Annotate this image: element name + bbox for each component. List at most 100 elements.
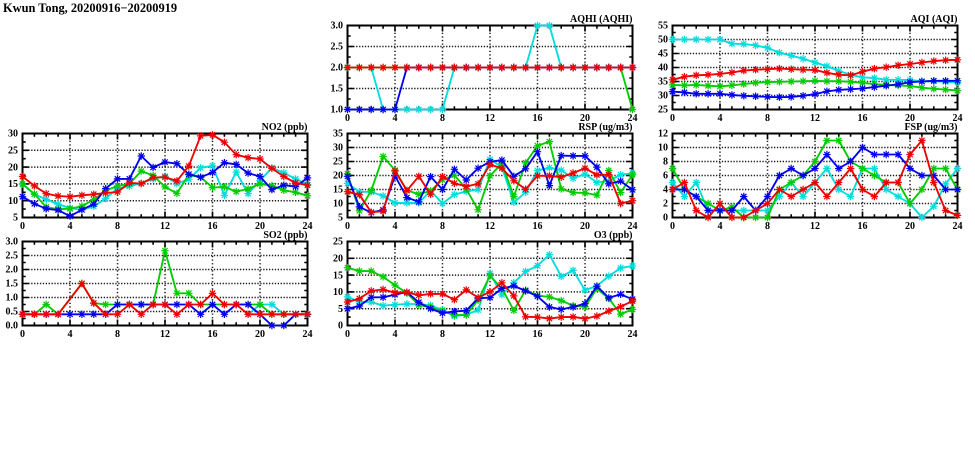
svg-text:15: 15 bbox=[333, 270, 343, 281]
svg-text:SO2 (ppb): SO2 (ppb) bbox=[263, 230, 307, 241]
svg-text:2: 2 bbox=[663, 199, 668, 210]
svg-text:Kwun Tong, 20200916−20200919: Kwun Tong, 20200916−20200919 bbox=[3, 1, 177, 15]
svg-text:10: 10 bbox=[333, 199, 343, 210]
svg-text:16: 16 bbox=[533, 113, 543, 124]
svg-text:16: 16 bbox=[533, 329, 543, 340]
svg-text:AQHI (AQHI): AQHI (AQHI) bbox=[570, 14, 633, 25]
svg-text:0: 0 bbox=[338, 321, 343, 332]
svg-text:RSP (ug/m3): RSP (ug/m3) bbox=[578, 122, 632, 133]
svg-text:0: 0 bbox=[345, 329, 350, 340]
svg-text:24: 24 bbox=[953, 113, 963, 124]
svg-text:20: 20 bbox=[905, 113, 915, 124]
svg-text:10: 10 bbox=[658, 143, 668, 154]
svg-text:24: 24 bbox=[628, 221, 638, 232]
svg-text:25: 25 bbox=[333, 237, 343, 248]
svg-text:8: 8 bbox=[440, 221, 445, 232]
svg-text:4: 4 bbox=[393, 329, 398, 340]
svg-text:8: 8 bbox=[115, 329, 120, 340]
svg-text:4: 4 bbox=[68, 221, 73, 232]
svg-text:0: 0 bbox=[670, 113, 675, 124]
svg-text:0: 0 bbox=[345, 113, 350, 124]
svg-text:4: 4 bbox=[68, 329, 73, 340]
svg-text:35: 35 bbox=[658, 77, 668, 88]
svg-text:8: 8 bbox=[115, 221, 120, 232]
svg-text:6: 6 bbox=[663, 171, 668, 182]
svg-text:10: 10 bbox=[333, 287, 343, 298]
svg-text:24: 24 bbox=[953, 221, 963, 232]
svg-text:5: 5 bbox=[13, 213, 18, 224]
svg-text:O3 (ppb): O3 (ppb) bbox=[594, 230, 633, 241]
svg-text:0: 0 bbox=[663, 213, 668, 224]
svg-text:25: 25 bbox=[8, 146, 18, 157]
svg-text:20: 20 bbox=[905, 221, 915, 232]
svg-text:12: 12 bbox=[658, 129, 668, 140]
svg-text:20: 20 bbox=[8, 162, 18, 173]
svg-text:0: 0 bbox=[20, 329, 25, 340]
svg-text:0.5: 0.5 bbox=[6, 307, 19, 318]
svg-text:0: 0 bbox=[20, 221, 25, 232]
svg-text:16: 16 bbox=[208, 221, 218, 232]
svg-text:10: 10 bbox=[8, 196, 18, 207]
svg-text:1.0: 1.0 bbox=[6, 293, 19, 304]
svg-text:0.0: 0.0 bbox=[6, 321, 19, 332]
svg-text:20: 20 bbox=[580, 221, 590, 232]
svg-text:4: 4 bbox=[393, 221, 398, 232]
svg-text:2.5: 2.5 bbox=[331, 42, 344, 53]
svg-text:8: 8 bbox=[765, 113, 770, 124]
svg-text:3.0: 3.0 bbox=[6, 237, 19, 248]
svg-text:24: 24 bbox=[628, 113, 638, 124]
svg-text:2.0: 2.0 bbox=[331, 63, 344, 74]
svg-text:2.5: 2.5 bbox=[6, 251, 19, 262]
svg-text:12: 12 bbox=[485, 329, 495, 340]
svg-text:8: 8 bbox=[440, 113, 445, 124]
svg-text:4: 4 bbox=[718, 221, 723, 232]
svg-text:8: 8 bbox=[765, 221, 770, 232]
svg-text:8: 8 bbox=[663, 157, 668, 168]
svg-text:12: 12 bbox=[485, 113, 495, 124]
svg-text:5: 5 bbox=[338, 213, 343, 224]
svg-text:30: 30 bbox=[8, 129, 18, 140]
svg-text:0: 0 bbox=[345, 221, 350, 232]
svg-text:1.0: 1.0 bbox=[331, 105, 344, 116]
svg-text:40: 40 bbox=[658, 63, 668, 74]
svg-text:12: 12 bbox=[160, 329, 170, 340]
svg-text:16: 16 bbox=[208, 329, 218, 340]
svg-text:16: 16 bbox=[533, 221, 543, 232]
svg-text:12: 12 bbox=[160, 221, 170, 232]
svg-text:20: 20 bbox=[333, 254, 343, 265]
svg-text:3.0: 3.0 bbox=[331, 21, 344, 32]
svg-text:25: 25 bbox=[333, 157, 343, 168]
svg-text:20: 20 bbox=[580, 329, 590, 340]
svg-text:30: 30 bbox=[658, 91, 668, 102]
svg-text:16: 16 bbox=[858, 113, 868, 124]
svg-text:24: 24 bbox=[303, 329, 313, 340]
svg-text:24: 24 bbox=[303, 221, 313, 232]
svg-text:24: 24 bbox=[628, 329, 638, 340]
svg-text:20: 20 bbox=[580, 113, 590, 124]
svg-text:AQI (AQI): AQI (AQI) bbox=[911, 14, 958, 25]
svg-text:16: 16 bbox=[858, 221, 868, 232]
svg-text:4: 4 bbox=[393, 113, 398, 124]
svg-text:12: 12 bbox=[810, 221, 820, 232]
svg-text:12: 12 bbox=[810, 113, 820, 124]
svg-text:12: 12 bbox=[485, 221, 495, 232]
svg-text:0: 0 bbox=[670, 221, 675, 232]
svg-text:5: 5 bbox=[338, 304, 343, 315]
svg-text:2.0: 2.0 bbox=[6, 265, 19, 276]
svg-text:1.5: 1.5 bbox=[331, 84, 344, 95]
svg-text:30: 30 bbox=[333, 143, 343, 154]
svg-text:4: 4 bbox=[663, 185, 668, 196]
svg-text:NO2 (ppb): NO2 (ppb) bbox=[262, 122, 308, 133]
svg-text:15: 15 bbox=[8, 179, 18, 190]
svg-text:15: 15 bbox=[333, 185, 343, 196]
svg-text:FSP (ug/m3): FSP (ug/m3) bbox=[904, 122, 957, 133]
svg-text:20: 20 bbox=[255, 329, 265, 340]
svg-text:55: 55 bbox=[658, 21, 668, 32]
svg-text:20: 20 bbox=[333, 171, 343, 182]
svg-text:35: 35 bbox=[333, 129, 343, 140]
svg-text:1.5: 1.5 bbox=[6, 279, 19, 290]
svg-text:25: 25 bbox=[658, 105, 668, 116]
svg-text:8: 8 bbox=[440, 329, 445, 340]
svg-text:45: 45 bbox=[658, 49, 668, 60]
svg-text:20: 20 bbox=[255, 221, 265, 232]
